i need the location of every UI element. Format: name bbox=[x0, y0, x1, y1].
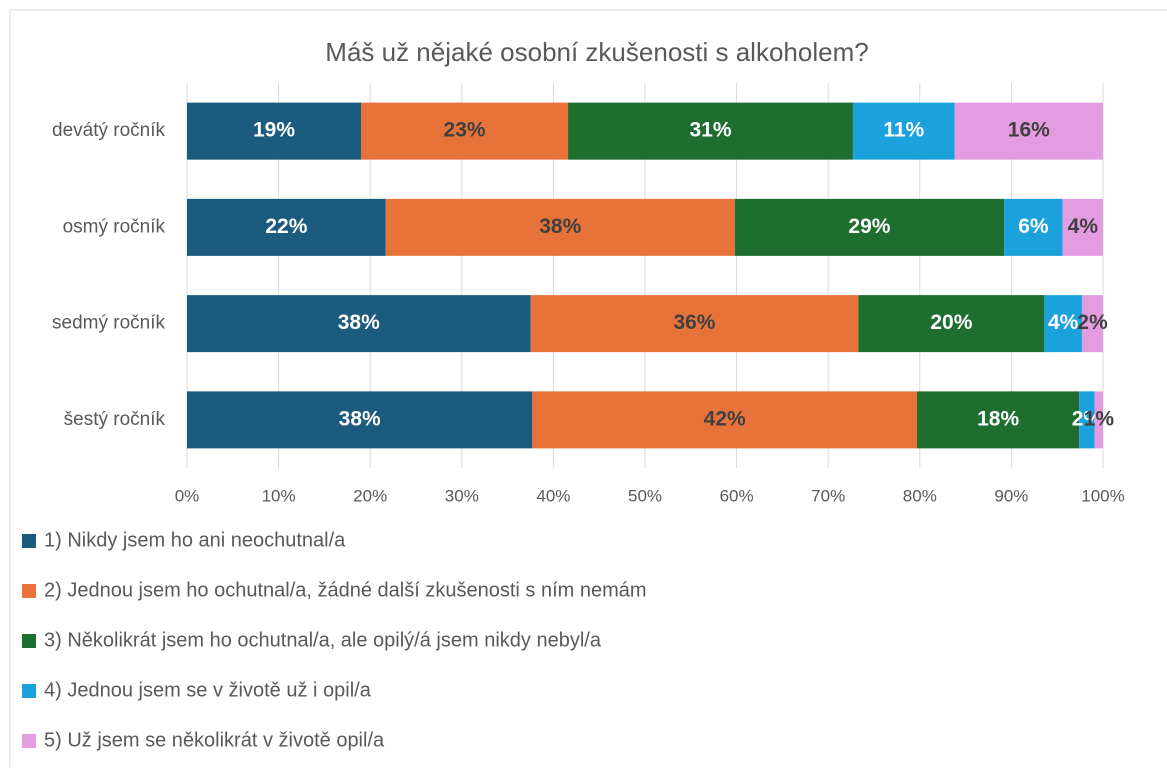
bar-segment bbox=[385, 198, 735, 256]
data-label: 22% bbox=[265, 215, 307, 238]
bar-segment bbox=[187, 198, 386, 256]
data-label: 6% bbox=[1018, 215, 1049, 238]
legend-swatch bbox=[22, 534, 36, 548]
bar-segment bbox=[1079, 391, 1095, 449]
bar-segment bbox=[530, 295, 859, 353]
bar-segment bbox=[852, 102, 955, 160]
data-label: 29% bbox=[848, 215, 890, 238]
data-label: 20% bbox=[930, 311, 972, 334]
bar-segment bbox=[954, 102, 1103, 160]
data-label: 38% bbox=[338, 311, 380, 334]
legend-label: 2) Jednou jsem ho ochutnal/a, žádné dalš… bbox=[44, 579, 647, 601]
bar-segment bbox=[1044, 295, 1082, 353]
bar-segment bbox=[187, 102, 362, 160]
bar-segment bbox=[1062, 198, 1103, 256]
y-tick-label: osmý ročník bbox=[63, 216, 166, 237]
bar-segment bbox=[1094, 391, 1103, 449]
x-tick-label: 0% bbox=[175, 486, 200, 505]
data-label: 16% bbox=[1008, 119, 1050, 142]
x-tick-label: 70% bbox=[811, 486, 845, 505]
x-tick-label: 60% bbox=[720, 486, 754, 505]
legend-swatch bbox=[22, 684, 36, 698]
data-label: 38% bbox=[339, 407, 381, 430]
legend-swatch bbox=[22, 634, 36, 648]
legend-swatch bbox=[22, 734, 36, 748]
legend-label: 4) Jednou jsem se v životě už i opil/a bbox=[44, 679, 372, 701]
x-tick-label: 20% bbox=[353, 486, 387, 505]
bar-segment bbox=[917, 391, 1080, 449]
legend-label: 5) Už jsem se několikrát v životě opil/a bbox=[44, 729, 385, 751]
bar-segment bbox=[187, 391, 533, 449]
data-label: 36% bbox=[673, 311, 715, 334]
y-tick-label: sedmý ročník bbox=[52, 313, 165, 334]
bar-segment bbox=[532, 391, 918, 449]
data-label: 1% bbox=[1084, 407, 1115, 430]
data-label: 42% bbox=[704, 407, 746, 430]
bar-segment bbox=[858, 295, 1045, 353]
data-label: 31% bbox=[689, 119, 731, 142]
data-label: 4% bbox=[1068, 215, 1099, 238]
data-label: 18% bbox=[977, 407, 1019, 430]
x-tick-label: 10% bbox=[262, 486, 296, 505]
x-tick-label: 80% bbox=[903, 486, 937, 505]
bar-segment bbox=[187, 295, 531, 353]
bar-segment bbox=[568, 102, 853, 160]
bar-segment bbox=[1081, 295, 1103, 353]
x-tick-label: 40% bbox=[536, 486, 570, 505]
bar-segment bbox=[361, 102, 569, 160]
x-tick-label: 50% bbox=[628, 486, 662, 505]
x-tick-label: 90% bbox=[994, 486, 1028, 505]
legend-label: 1) Nikdy jsem ho ani neochutnal/a bbox=[44, 529, 346, 551]
data-label: 4% bbox=[1048, 311, 1079, 334]
legend-label: 3) Několikrát jsem ho ochutnal/a, ale op… bbox=[44, 629, 602, 651]
data-label: 19% bbox=[253, 119, 295, 142]
y-tick-label: šestý ročník bbox=[64, 409, 166, 430]
data-label: 23% bbox=[444, 119, 486, 142]
chart-title: Máš už nějaké osobní zkušenosti s alkoho… bbox=[325, 37, 868, 67]
legend-swatch bbox=[22, 584, 36, 598]
x-tick-label: 30% bbox=[445, 486, 479, 505]
bar-segment bbox=[1004, 198, 1063, 256]
x-tick-label: 100% bbox=[1081, 486, 1124, 505]
data-label: 11% bbox=[883, 119, 924, 142]
y-tick-label: devátý ročník bbox=[52, 120, 165, 141]
data-label: 2% bbox=[1077, 311, 1108, 334]
data-label: 38% bbox=[539, 215, 581, 238]
bar-segment bbox=[734, 198, 1005, 256]
